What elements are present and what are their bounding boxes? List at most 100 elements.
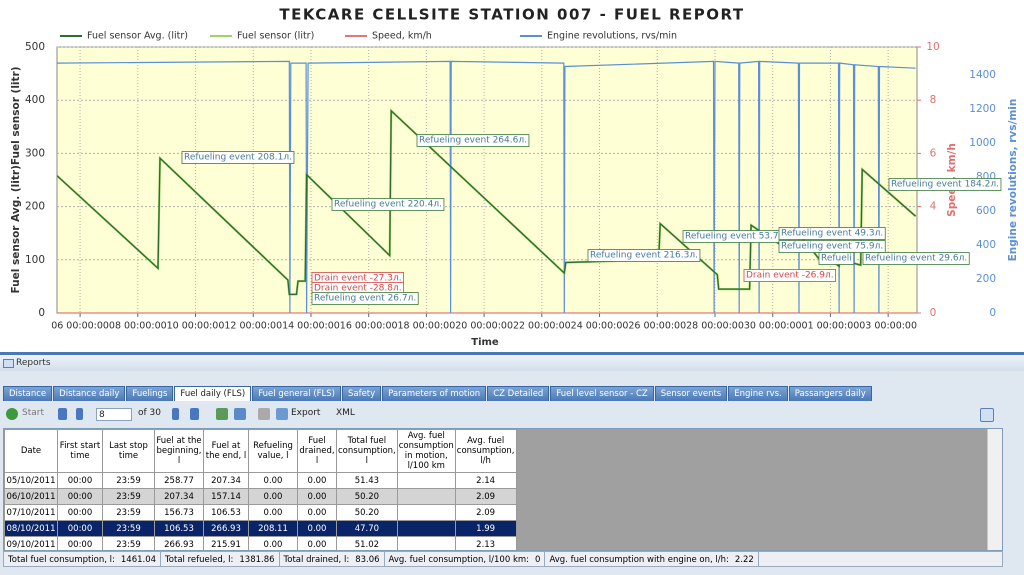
table-row[interactable]: 07/10/2011 00:00 23:59 156.73 106.53 0.00 0.00… (4, 504, 517, 521)
annotation-label: Refueling event 208.1л. (184, 153, 292, 163)
next-page[interactable] (172, 408, 179, 420)
last-page[interactable] (190, 408, 199, 420)
table-cell: 06/10/2011 (4, 488, 58, 505)
annotation-label: Refueling event 29.6л. (865, 254, 967, 264)
y3-tick-label: 0 (989, 307, 996, 319)
x-tick-label: 08 00:00:00 (109, 321, 167, 332)
annotation-box (818, 252, 855, 265)
layout-button[interactable] (980, 408, 994, 422)
y3-tick-label: 1200 (969, 103, 996, 115)
y-tick-label: 200 (25, 201, 45, 213)
tab[interactable]: Parameters of motion (382, 386, 487, 401)
table-cell: 47.70 (336, 520, 398, 537)
page-input[interactable]: 8 (96, 408, 132, 421)
y-tick-label: 400 (25, 94, 45, 106)
print-button[interactable] (258, 408, 270, 420)
table-cell: 0.00 (248, 488, 298, 505)
table-cell: 2.14 (454, 472, 517, 489)
table-cell: 23:59 (102, 504, 155, 521)
annotation-label: Refueling event 264.6л. (419, 136, 527, 146)
annotation: Drain event -26.9л. (743, 269, 837, 282)
annotation-box (888, 178, 1002, 191)
tab[interactable]: Engine rvs. (728, 386, 788, 401)
tab[interactable]: CZ Detailed (487, 386, 550, 401)
x-tick-label: 18 00:00:00 (398, 321, 456, 332)
legend-label: Fuel sensor Avg. (litr) (87, 31, 188, 42)
footer-value: 1461.04 (120, 555, 157, 565)
annotation: Refueling event 49.3л. (778, 227, 886, 240)
y3-tick-label: 1000 (969, 137, 996, 149)
header-row: Date First start time Last stop time Fuel a… (4, 429, 517, 473)
tab[interactable]: Passangers daily (788, 386, 872, 401)
chart-button[interactable] (216, 408, 228, 420)
column-header: Avg. fuel consumption in motion, l/100 k… (396, 429, 456, 473)
y2-tick-label: 6 (930, 147, 937, 159)
tab[interactable]: Fuel general (FLS) (252, 386, 341, 401)
report-table: Date First start time Last stop time Fuel a… (4, 429, 517, 550)
tab[interactable]: Fuel level sensor - CZ (550, 386, 654, 401)
table-cell: 266.93 (203, 520, 249, 537)
annotation-label: Refueling event 220.4л. (334, 200, 442, 210)
table-cell: 00:00 (57, 472, 103, 489)
y3-axis-label: Engine revolutions, rvs/min (1007, 99, 1019, 262)
table-cell: 0.00 (297, 488, 337, 505)
y-tick-label: 100 (25, 254, 45, 266)
annotation-label: Refueling event 75.9л. (781, 242, 883, 252)
annotation: Refueling event 216.3л. (587, 249, 701, 262)
table-cell: 51.43 (336, 472, 398, 489)
export-icon[interactable] (276, 408, 288, 420)
annotation-label: Refueling event 49.3л. (781, 229, 883, 239)
view-button[interactable] (234, 408, 246, 420)
table-cell: 0.00 (297, 472, 337, 489)
annotation-box (862, 252, 970, 265)
y3-tick-label: 600 (976, 205, 996, 217)
footer-label: Total refueled, l: (165, 555, 234, 565)
table-cell: 2.13 (454, 536, 517, 550)
start-icon[interactable] (6, 408, 18, 420)
tab[interactable]: Sensor events (654, 386, 728, 401)
table-cell: 00:00 (57, 520, 103, 537)
tab[interactable]: Distance daily (53, 386, 126, 401)
annotation-box (743, 269, 837, 282)
annotation-label: Drain event -28.8л. (314, 284, 402, 294)
table-cell: 08/10/2011 (4, 520, 58, 537)
table-cell: 51.02 (336, 536, 398, 550)
start-button[interactable]: Start (22, 408, 44, 418)
x-tick-label: 14 00:00:00 (282, 321, 340, 332)
export-button[interactable]: Export (291, 408, 321, 418)
table-cell: 50.20 (336, 504, 398, 521)
tab[interactable]: Fuelings (126, 386, 174, 401)
table-cell (396, 472, 456, 489)
y-tick-label: 0 (38, 307, 45, 319)
annotation-box (181, 151, 295, 164)
column-header: First start time (57, 429, 103, 473)
table-row[interactable]: 08/10/2011 00:00 23:59 106.53 266.93 208.11 0.… (4, 520, 517, 537)
table-row[interactable]: 09/10/2011 00:00 23:59 266.93 215.91 0.00 0.00… (4, 536, 517, 550)
table-cell: 207.34 (203, 472, 249, 489)
x-tick-label: 24 00:00:00 (571, 321, 629, 332)
table-cell: 23:59 (102, 536, 155, 550)
footer-item: Total drained, l: 83.06 (280, 552, 385, 566)
x-tick-label: 20 00:00:00 (455, 321, 513, 332)
y2-tick-label: 10 (926, 41, 939, 53)
table-row[interactable]: 06/10/2011 00:00 23:59 207.34 157.14 0.00 0.00… (4, 488, 517, 505)
tab[interactable]: Distance (3, 386, 53, 401)
tab[interactable]: Fuel daily (FLS) (174, 386, 252, 401)
table-area: Date First start time Last stop time Fuel a… (3, 428, 1003, 551)
tab-strip: Distance Distance daily Fuelings Fuel daily… (3, 386, 872, 401)
x-tick-label: 22 00:00:00 (513, 321, 571, 332)
prev-page[interactable] (76, 408, 83, 420)
table-cell: 215.91 (203, 536, 249, 550)
first-page[interactable] (58, 408, 67, 420)
tab[interactable]: Safety (341, 386, 382, 401)
scrollbar[interactable] (987, 429, 1002, 550)
chart: TEKCARE CELLSITE STATION 007 - FUEL REPO… (10, 6, 1019, 349)
table-cell (396, 536, 456, 550)
legend-label: Fuel sensor (litr) (237, 31, 314, 42)
table-cell: 0.00 (297, 536, 337, 550)
annotation-label: Refueling event 216.3л. (590, 251, 698, 261)
table-cell: 23:59 (102, 488, 155, 505)
y3-tick-label: 1400 (969, 69, 996, 81)
table-row[interactable]: 05/10/2011 00:00 23:59 258.77 207.34 0.00 0.00… (4, 472, 517, 489)
xml-button[interactable]: XML (336, 408, 355, 418)
